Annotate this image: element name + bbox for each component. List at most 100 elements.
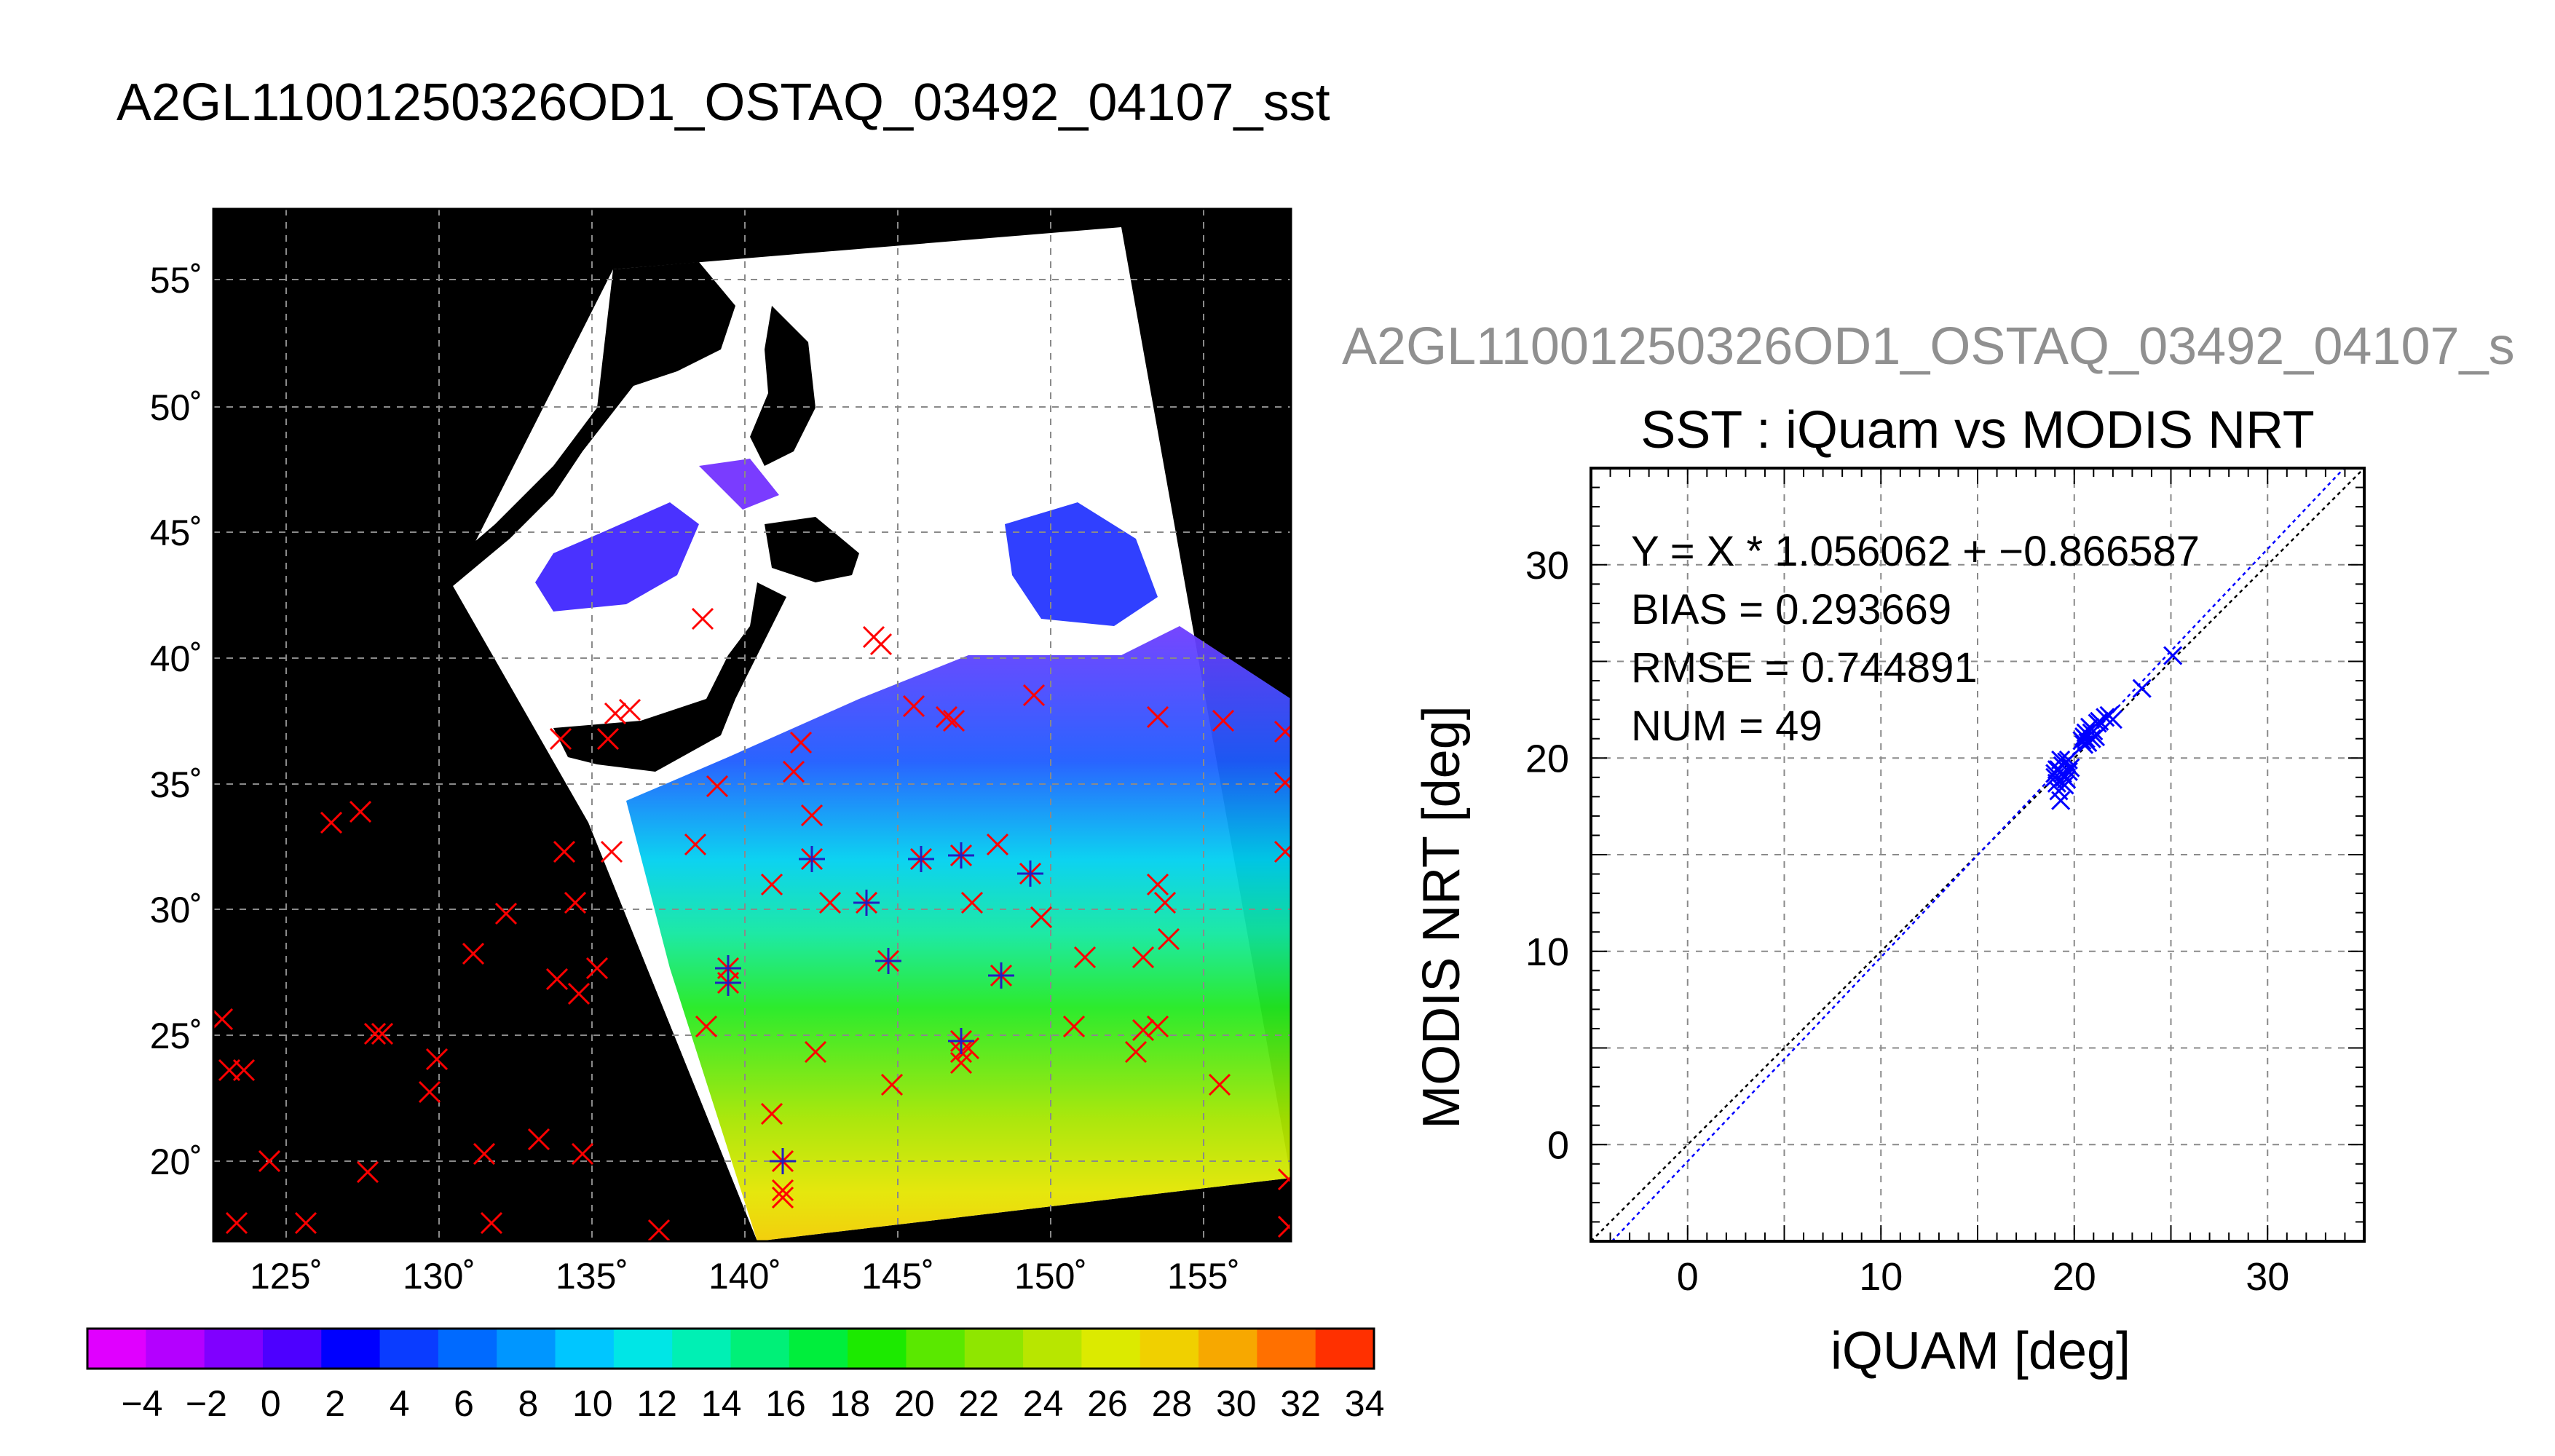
buoy-marker-matched [715,970,741,996]
colorbar-tick: 16 [765,1383,806,1424]
colorbar-swatch [1023,1329,1082,1369]
land-asia [453,262,735,586]
buoy-marker-red [600,840,623,863]
colorbar-tick: 0 [261,1383,281,1424]
colorbar-swatch [321,1329,381,1369]
buoy-marker-red [320,811,343,834]
buoy-marker-red [1146,873,1169,896]
buoy-marker-red [986,833,1009,856]
buoy-marker-red [691,607,714,630]
buoy-marker-red [869,633,893,656]
land-honshu [553,582,786,772]
buoy-marker-red [571,1142,594,1166]
buoy-marker-red [213,1008,234,1031]
scatter-file-title: A2GL11001250326OD1_OSTAQ_03492_04107_s [1342,317,2515,376]
scatter-point [2096,708,2115,727]
buoy-marker-matched [770,1148,796,1174]
buoy-marker-red [695,1015,718,1038]
scatter-point [2076,729,2096,748]
buoy-marker-red [1146,1015,1169,1038]
buoy-marker-red [585,957,609,980]
sst-field-pacific-north [1005,502,1158,626]
buoy-marker-red [942,709,965,732]
buoy-marker-red [1273,720,1291,743]
buoy-marker-red [1157,927,1180,951]
colorbar-swatch [964,1329,1024,1369]
buoy-marker-red [425,1048,449,1071]
scatter-y-tick-label: 0 [1547,1123,1569,1167]
buoy-marker-red [549,727,572,751]
y-axis-label: MODIS NRT [deg] [1413,705,1471,1129]
sst-map: 125˚ 130˚ 135˚ 140˚ 145˚ 150˚ 155˚ 55˚ 50˚ 45˚ 40˚… [86,207,1383,1424]
scatter-y-tick-label: 20 [1525,737,1569,780]
buoy-marker-red [935,705,958,729]
sst-field-okhotsk [699,459,779,510]
buoy-marker-red [949,1051,973,1075]
map-lat-tick: 45˚ [150,513,202,553]
buoy-marker-red [782,760,805,783]
colorbar-frame [86,1327,1375,1370]
colorbar-swatch [848,1329,907,1369]
buoy-marker-red [1277,1215,1291,1238]
colorbar-swatch [730,1329,790,1369]
buoy-marker-red [1073,946,1097,969]
colorbar-swatch [87,1329,146,1369]
colorbar-tick: 8 [518,1383,538,1424]
colorbar-tick: 10 [572,1383,613,1424]
colorbar-swatch [672,1329,731,1369]
map-lat-tick: 40˚ [150,638,202,679]
buoy-marker-red [480,1211,503,1235]
fit-line [1611,467,2345,1242]
buoy-marker-matched [988,962,1014,989]
buoy-marker-red [618,698,641,721]
map-lon-tick: 125˚ [250,1256,323,1297]
num-value: NUM = 49 [1631,703,1823,750]
buoy-marker-red [258,1150,281,1173]
colorbar-swatch [497,1329,556,1369]
buoy-marker-red [1146,705,1169,729]
buoy-marker-red [567,982,591,1005]
map-lon-tick: 155˚ [1167,1256,1240,1297]
scatter-point [2055,775,2074,795]
colorbar-swatch [1257,1329,1316,1369]
buoy-marker-matched [799,846,825,872]
colorbar-tick: 34 [1345,1383,1383,1424]
buoy-marker-red [960,891,984,914]
scatter-title: SST : iQuam vs MODIS NRT [1640,401,2315,459]
map-title: A2GL11001250326OD1_OSTAQ_03492_04107_sst [117,74,1330,132]
land-and-out-of-swath [213,209,757,1241]
buoy-marker-red [545,968,569,991]
scatter-point [2074,735,2094,754]
colorbar-swatch [613,1329,673,1369]
buoy-marker-red [1132,946,1155,969]
map-lat-tick: 35˚ [150,764,202,805]
colorbar-swatch [1140,1329,1199,1369]
buoy-marker-red [349,800,372,823]
buoy-marker-red [902,695,925,718]
colorbar-swatch [555,1329,615,1369]
colorbar-tick: 12 [636,1383,677,1424]
colorbar-tick: −2 [186,1383,227,1424]
buoy-marker-red [494,902,518,925]
colorbar-swatch [146,1329,205,1369]
colorbar-tick: 18 [830,1383,871,1424]
map-lon-tick: 150˚ [1014,1256,1087,1297]
buoy-marker-matched [948,842,974,869]
x-axis-label: iQUAM [deg] [1830,1322,2131,1380]
colorbar-tick: 2 [325,1383,345,1424]
scatter-x-tick-label: 20 [2053,1255,2096,1299]
buoy-marker-red [371,1022,394,1045]
buoy-marker-red [527,1128,550,1151]
land-sakhalin [750,306,816,466]
colorbar-tick: 28 [1152,1383,1193,1424]
colorbar-swatch [1081,1329,1141,1369]
buoy-marker-red [1153,891,1177,914]
buoy-marker-matched [948,1028,974,1054]
buoy-marker-red [647,1219,671,1241]
buoy-marker-red [789,731,813,754]
buoy-marker-red [596,727,620,751]
scatter-point [2082,729,2101,748]
colorbar-tick: 32 [1280,1383,1321,1424]
scatter-x-tick-label: 30 [2246,1255,2289,1299]
